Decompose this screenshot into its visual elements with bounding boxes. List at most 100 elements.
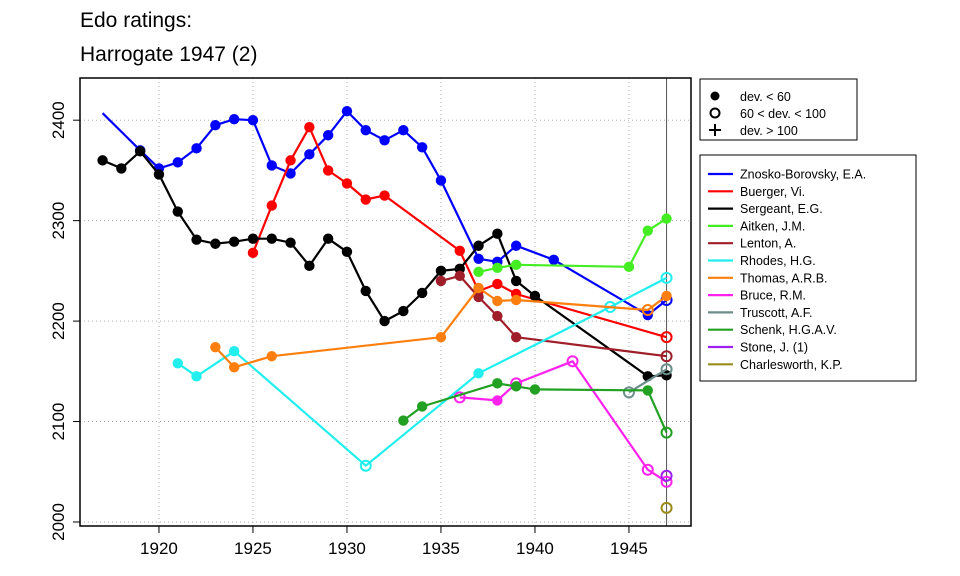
legend-label: Znosko-Borovsky, E.A. [740,168,866,182]
deviation-legend-box [699,78,858,141]
x-tick-label: 1925 [234,539,272,558]
data-point [416,287,428,299]
data-point [322,233,334,244]
data-point-open [660,469,673,482]
open-circle-symbol [709,107,721,119]
axis-layer: 1920 1925 1930 1935 1940 1945 2000 2100 2200 2300… [49,78,668,558]
data-point [285,168,296,179]
data-point-open [660,331,673,344]
plot-frame [79,77,692,527]
data-point [473,253,484,265]
filled-circle-symbol [710,91,720,101]
data-point [473,266,484,278]
data-point [266,233,277,244]
data-point [172,358,183,369]
data-point [510,381,522,392]
data-point [228,236,240,247]
data-point [398,125,409,136]
data-point-open [660,350,673,363]
legend-label: Thomas, A.R.B. [740,271,828,285]
data-point [642,225,653,236]
data-point [228,346,240,357]
data-point [435,331,447,343]
data-point [510,294,522,306]
y-tick-label: 2000 [49,503,68,541]
y-tick-label: 2400 [49,101,68,139]
data-point [510,259,522,271]
legend-label: Aitken, J.M. [740,219,805,233]
data-point [210,238,221,249]
data-point [210,120,221,131]
data-point [379,315,390,327]
series-line [478,217,668,273]
data-point-open [660,426,673,439]
deviation-legend: dev. < 60 60 < dev. < 100 dev. > 100 [699,78,858,141]
series-group [473,213,672,278]
legend-label: Stone, J. (1) [740,341,808,355]
data-point [379,135,390,146]
dev-legend-label-0: dev. < 60 [740,90,791,104]
legend-label: Sergeant, E.G. [740,202,823,216]
data-point [341,246,353,257]
data-point [529,290,541,302]
data-point [341,105,353,117]
data-point [191,234,202,245]
data-point [416,401,428,412]
y-tick-label: 2200 [49,302,68,340]
data-point [360,194,371,205]
legend-label: Truscott, A.F. [740,306,812,320]
data-point [473,282,484,294]
data-point [172,206,183,217]
legend-label: Schenk, H.G.A.V. [740,323,837,337]
data-point [492,378,503,389]
legend-label: Rhodes, H.G. [740,254,816,268]
x-tick-label: 1930 [328,539,366,558]
plus-symbol [709,124,721,136]
data-point [285,237,296,248]
series-legend: Znosko-Borovsky, E.A. Buerger, Vi. Sergean… [699,154,917,382]
data-point [548,254,559,266]
data-point [642,385,653,396]
data-point [435,265,447,277]
data-point [492,278,503,290]
data-point [529,384,541,395]
data-point [304,260,315,272]
data-point [134,146,146,157]
data-point [172,157,183,168]
data-point [379,190,390,201]
data-point [153,169,165,180]
data-point-open [566,355,579,368]
data-point [304,122,315,133]
legend-label: Charlesworth, K.P. [740,358,843,372]
data-point [247,233,259,244]
data-point-open [641,463,654,476]
data-point [661,290,672,302]
series-line [459,360,668,483]
data-point-open [641,304,654,317]
y-tick-label: 2300 [49,202,68,240]
data-point [473,240,484,251]
data-point-open [359,459,372,472]
data-point-open [660,501,673,514]
data-point [661,213,672,224]
series-line [214,286,668,369]
x-tick-label: 1945 [610,539,648,558]
data-point [304,149,315,160]
data-point [360,285,371,297]
data-point [322,165,334,176]
data-point [454,270,465,282]
data-point [266,160,277,171]
x-tick-label: 1920 [140,539,178,558]
data-point [492,262,503,274]
data-point-open [660,363,673,376]
data-point [435,175,447,186]
data-point [492,395,503,406]
data-point-open [660,271,673,284]
data-point [210,342,221,353]
data-point [492,295,503,307]
series-line [628,368,668,394]
data-point [492,310,503,322]
data-point [398,415,409,426]
legend-label: Buerger, Vi. [740,185,805,199]
